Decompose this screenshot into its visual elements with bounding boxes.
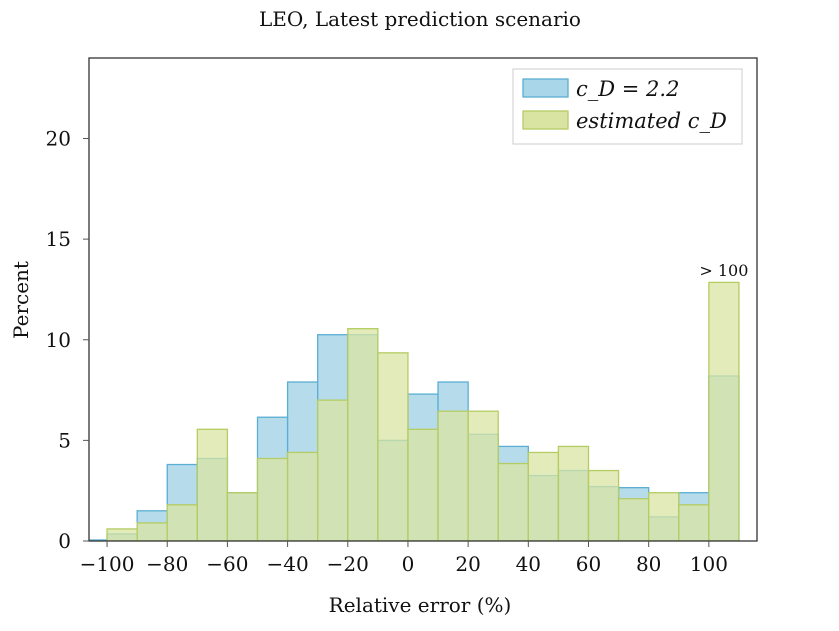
y-tick-label: 15: [46, 227, 71, 251]
legend-swatch: [522, 110, 569, 130]
x-tick-label: −80: [146, 552, 188, 576]
overflow-annotation: > 100: [699, 261, 748, 280]
histogram-bar-estimated: [407, 428, 439, 541]
histogram-bar-estimated: [497, 462, 529, 541]
x-tick-label: 20: [455, 552, 480, 576]
x-tick-label: −40: [266, 552, 308, 576]
x-axis-label: Relative error (%): [329, 593, 512, 617]
histogram-bar-estimated: [377, 352, 409, 541]
histogram-bar-estimated: [226, 492, 259, 541]
x-tick-label: −60: [206, 552, 248, 576]
histogram-bar-estimated: [678, 504, 710, 541]
x-tick-label: −100: [80, 552, 135, 576]
histogram-bar-estimated: [166, 504, 198, 541]
histogram-bar-estimated: [437, 410, 469, 541]
y-tick-label: 10: [46, 328, 71, 352]
histogram-bar-estimated: [256, 457, 289, 541]
histogram-bar-estimated: [617, 498, 650, 541]
legend-label: c_D = 2.2: [576, 77, 679, 101]
histogram-bar-estimated: [648, 492, 680, 541]
histogram-bar-estimated: [286, 451, 319, 541]
histogram-bar-estimated: [196, 428, 229, 541]
x-tick-label: −20: [327, 552, 369, 576]
plot-frame: [88, 57, 758, 542]
histogram-bar-estimated: [347, 328, 379, 541]
x-tick-label: 0: [402, 552, 415, 576]
histogram-bar-estimated: [136, 522, 168, 541]
histogram-bar-estimated: [527, 451, 560, 541]
histogram-bar-estimated: [106, 528, 138, 541]
legend-label: estimated c_D: [576, 109, 727, 133]
histogram-bar-estimated: [317, 399, 349, 541]
legend-swatch: [522, 78, 569, 98]
x-tick-label: 40: [516, 552, 541, 576]
histogram-bar-estimated: [587, 469, 620, 541]
y-axis-label: Percent: [9, 261, 33, 339]
histogram-bar-estimated: [557, 445, 590, 541]
y-tick-label: 20: [46, 127, 71, 151]
y-tick-label: 0: [58, 529, 71, 553]
histogram-bar-estimated: [467, 410, 499, 541]
chart-title: LEO, Latest prediction scenario: [259, 7, 581, 31]
x-tick-label: 100: [690, 552, 728, 576]
x-tick-label: 60: [576, 552, 601, 576]
histogram-bar-estimated: [708, 281, 740, 541]
y-tick-label: 5: [58, 428, 71, 452]
x-tick-label: 80: [636, 552, 661, 576]
